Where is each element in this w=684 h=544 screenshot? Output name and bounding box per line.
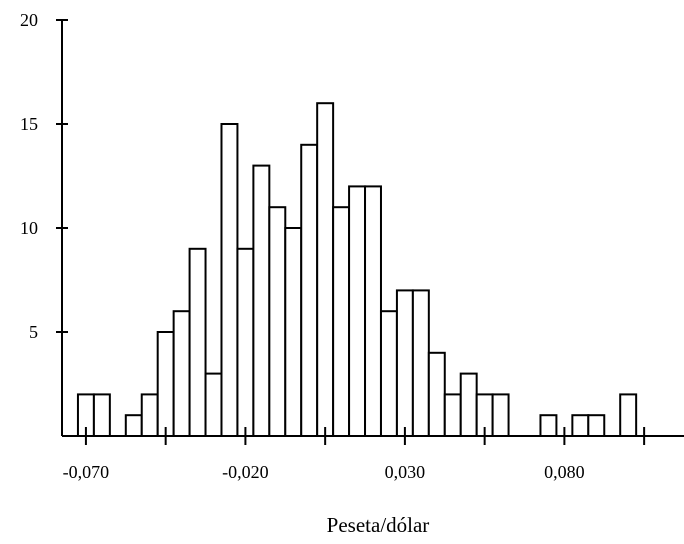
histogram-bar	[220, 123, 239, 437]
histogram-bar	[379, 310, 398, 438]
y-tick-label: 15	[20, 114, 38, 134]
histogram-bar	[364, 185, 382, 437]
histogram-bar	[539, 414, 558, 438]
y-tick-label: 20	[20, 10, 38, 30]
histogram-bar	[332, 206, 351, 437]
histogram-bar	[411, 289, 430, 437]
histogram-bar	[459, 372, 478, 438]
histogram-bar	[619, 393, 638, 437]
histogram-bar	[140, 393, 159, 437]
histogram-bar	[124, 414, 143, 438]
histogram-bar	[188, 247, 207, 437]
histogram-bar	[156, 331, 175, 437]
histogram-bar	[300, 143, 319, 438]
histogram-bar	[587, 414, 606, 438]
histogram-bar	[172, 310, 191, 438]
y-axis-ticks: 5 10 15 20	[20, 10, 68, 342]
histogram-bar	[236, 247, 255, 437]
histogram-bar	[204, 372, 223, 438]
histogram-bar	[395, 289, 414, 437]
x-axis-title: Peseta/dólar	[327, 513, 430, 537]
histogram-bar	[92, 393, 111, 437]
histogram-bar	[252, 164, 271, 437]
histogram-bars	[76, 102, 638, 438]
histogram-bar	[443, 393, 462, 437]
y-tick-label: 10	[20, 218, 38, 238]
histogram-bar	[491, 393, 510, 437]
histogram-bar	[316, 102, 335, 437]
x-tick-label: -0,070	[63, 462, 110, 482]
histogram-bar	[268, 206, 287, 437]
histogram-bar	[348, 185, 367, 437]
y-tick-label: 5	[29, 322, 38, 342]
x-tick-label: -0,020	[222, 462, 269, 482]
x-axis-ticks: -0,070 -0,020 0,030 0,080	[63, 427, 646, 482]
histogram-bar	[571, 414, 590, 438]
x-tick-label: 0,030	[385, 462, 426, 482]
histogram-bar	[284, 227, 303, 437]
histogram-bar	[427, 351, 446, 437]
x-tick-label: 0,080	[544, 462, 585, 482]
